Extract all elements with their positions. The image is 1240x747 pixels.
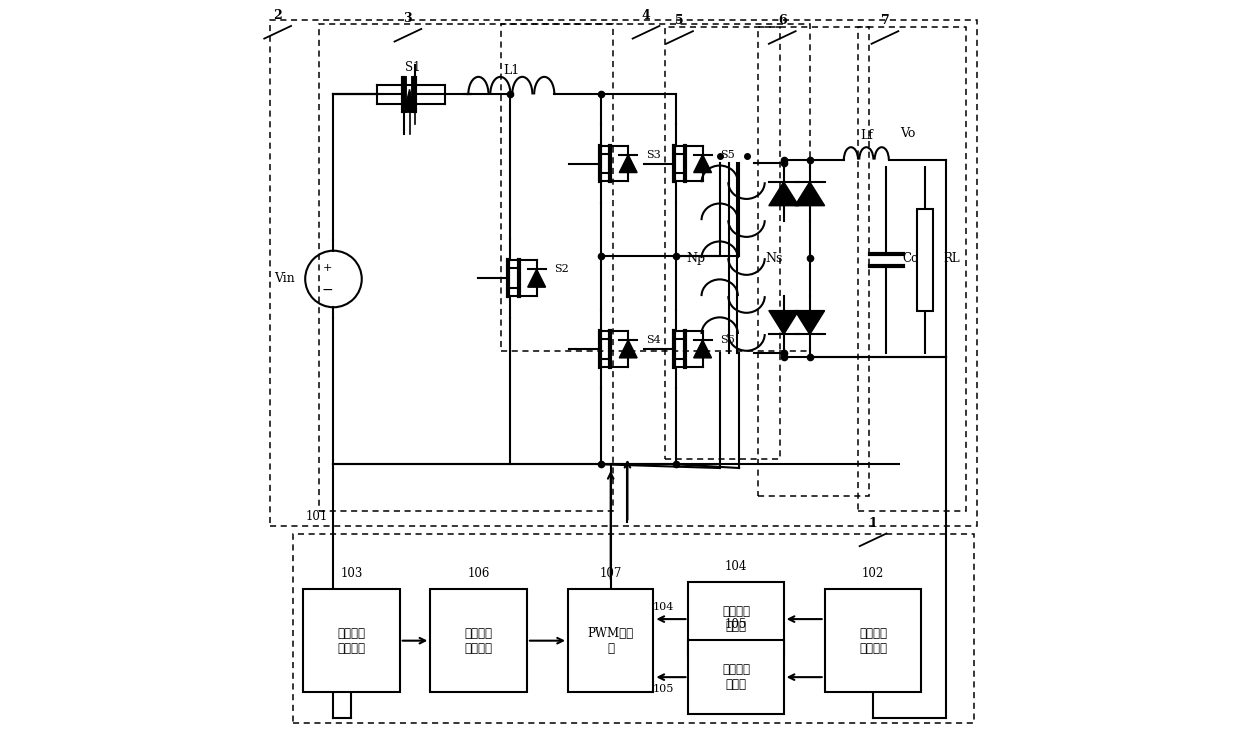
Bar bbox=[319, 24, 613, 511]
Text: S1: S1 bbox=[405, 61, 420, 74]
Bar bbox=[758, 28, 869, 496]
Text: RL: RL bbox=[944, 252, 960, 264]
Bar bbox=[270, 20, 977, 526]
Text: −: − bbox=[321, 282, 334, 297]
Text: S3: S3 bbox=[646, 149, 661, 160]
Text: 107: 107 bbox=[599, 568, 622, 580]
Text: 104: 104 bbox=[652, 602, 675, 613]
Polygon shape bbox=[528, 270, 546, 287]
Bar bbox=[293, 533, 973, 723]
Bar bbox=[916, 209, 934, 311]
Text: 101: 101 bbox=[306, 510, 329, 523]
Text: 输出电压
采样电路: 输出电压 采样电路 bbox=[859, 627, 887, 654]
Bar bbox=[665, 28, 780, 459]
Text: 105: 105 bbox=[725, 618, 748, 631]
Text: 输入电压
比较电路: 输入电压 比较电路 bbox=[465, 627, 492, 654]
Bar bbox=[825, 589, 921, 692]
Text: Ns: Ns bbox=[765, 252, 782, 264]
Polygon shape bbox=[795, 311, 825, 335]
Bar bbox=[568, 589, 653, 692]
Text: L1: L1 bbox=[503, 64, 520, 77]
Text: PWM控制
器: PWM控制 器 bbox=[588, 627, 634, 654]
Polygon shape bbox=[404, 90, 415, 112]
Text: 4: 4 bbox=[641, 9, 651, 22]
Polygon shape bbox=[769, 311, 799, 335]
Bar bbox=[501, 24, 810, 351]
Text: +: + bbox=[322, 263, 332, 273]
Text: 104: 104 bbox=[725, 560, 748, 573]
Text: 3: 3 bbox=[403, 12, 412, 25]
Bar bbox=[303, 589, 399, 692]
Text: Co: Co bbox=[903, 252, 919, 264]
Text: Np: Np bbox=[687, 252, 706, 264]
Text: 2: 2 bbox=[273, 9, 281, 22]
Text: S6: S6 bbox=[720, 335, 735, 345]
Bar bbox=[688, 582, 784, 657]
Polygon shape bbox=[693, 340, 712, 358]
Polygon shape bbox=[619, 340, 637, 358]
Polygon shape bbox=[769, 182, 799, 205]
Bar bbox=[688, 640, 784, 714]
Text: Vo: Vo bbox=[900, 127, 915, 140]
Polygon shape bbox=[693, 155, 712, 173]
Text: S4: S4 bbox=[646, 335, 661, 345]
Bar bbox=[858, 28, 966, 511]
Text: 1: 1 bbox=[869, 517, 878, 530]
Text: Lf: Lf bbox=[859, 129, 873, 142]
Text: Vin: Vin bbox=[274, 273, 295, 285]
Text: 105: 105 bbox=[652, 684, 675, 694]
Text: 输入电压
采样电路: 输入电压 采样电路 bbox=[337, 627, 366, 654]
Polygon shape bbox=[619, 155, 637, 173]
Text: 6: 6 bbox=[777, 14, 786, 28]
Text: 103: 103 bbox=[340, 568, 362, 580]
Text: 7: 7 bbox=[880, 14, 889, 28]
Text: S2: S2 bbox=[554, 264, 569, 274]
Text: 102: 102 bbox=[862, 568, 884, 580]
Text: 高电压比
较电路: 高电压比 较电路 bbox=[722, 605, 750, 633]
Text: 低电压比
较电路: 低电压比 较电路 bbox=[722, 663, 750, 691]
Bar bbox=[430, 589, 527, 692]
Text: 5: 5 bbox=[676, 14, 683, 28]
Text: 106: 106 bbox=[467, 568, 490, 580]
Text: S5: S5 bbox=[720, 149, 735, 160]
Polygon shape bbox=[795, 182, 825, 205]
